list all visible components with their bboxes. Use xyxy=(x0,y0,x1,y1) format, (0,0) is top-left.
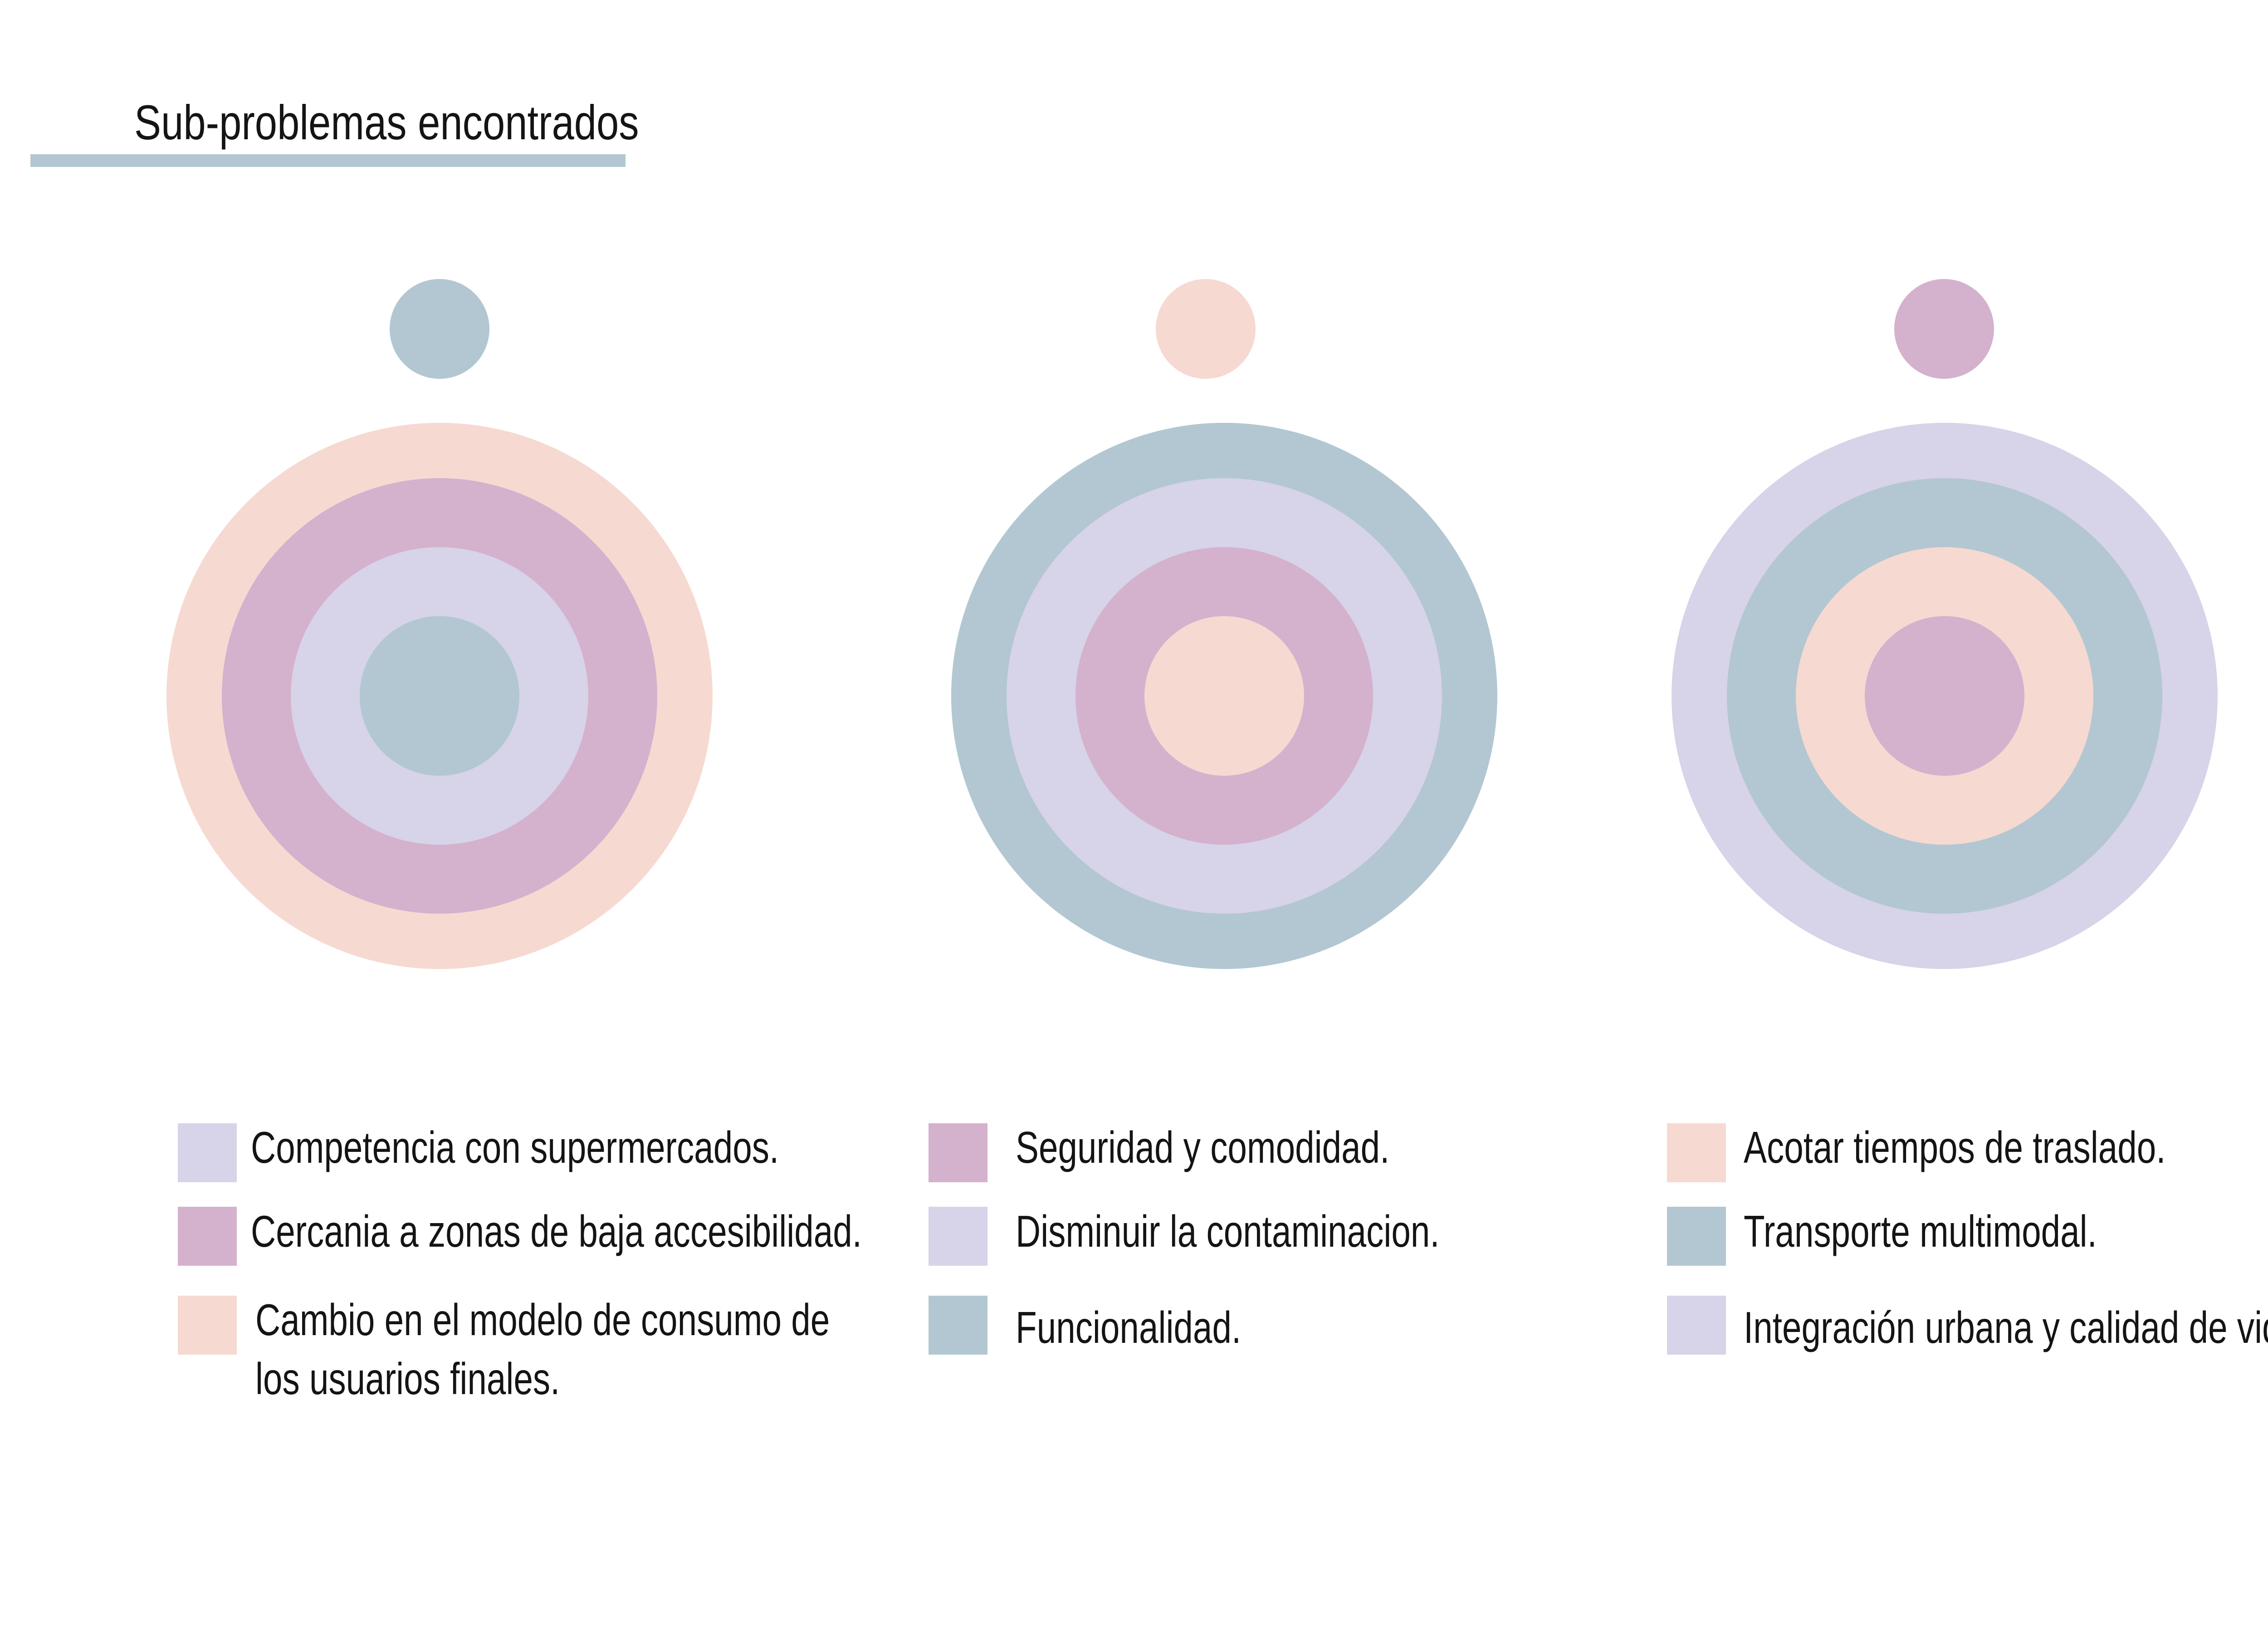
ring-2-core xyxy=(1144,616,1304,776)
legend-label-3-2: Transporte multimodal. xyxy=(1744,1206,2097,1256)
legend-swatch-3-3 xyxy=(1667,1296,1726,1355)
legend-label-1-3-line-1: Cambio en el modelo de consumo de xyxy=(255,1295,830,1345)
legend-swatch-1-2 xyxy=(178,1207,237,1266)
legend-label-3-1: Acotar tiempos de traslado. xyxy=(1744,1122,2166,1172)
legend-swatch-1-3 xyxy=(178,1296,237,1355)
indicator-dot-2 xyxy=(1156,279,1256,379)
concentric-diagram-3 xyxy=(1672,423,2218,969)
legend-swatch-3-2 xyxy=(1667,1207,1726,1266)
concentric-diagram-1 xyxy=(166,423,713,969)
title-underline xyxy=(30,154,626,167)
legend-swatch-1-1 xyxy=(178,1123,237,1182)
legend-swatch-2-2 xyxy=(929,1207,987,1266)
ring-3-core xyxy=(1865,616,2024,776)
page-title: Sub-problemas encontrados xyxy=(134,95,639,150)
legend-label-2-2: Disminuir la contaminacion. xyxy=(1016,1206,1440,1256)
legend-label-1-2: Cercania a zonas de baja accesibilidad. xyxy=(251,1206,862,1256)
legend-label-2-1: Seguridad y comodidad. xyxy=(1016,1122,1390,1172)
indicator-dot-1 xyxy=(390,279,489,379)
ring-1-core xyxy=(360,616,519,776)
legend-label-3-3: Integración urbana y calidad de vida xyxy=(1744,1302,2268,1352)
legend-swatch-2-3 xyxy=(929,1296,987,1355)
legend-label-1-3-line-2: los usuarios finales. xyxy=(255,1354,560,1404)
concentric-diagram-2 xyxy=(951,423,1497,969)
legend-label-1-1: Competencia con supermercados. xyxy=(251,1122,779,1172)
indicator-dot-3 xyxy=(1894,279,1994,379)
legend-label-2-3: Funcionalidad. xyxy=(1016,1302,1242,1352)
legend-swatch-2-1 xyxy=(929,1123,987,1182)
legend-swatch-3-1 xyxy=(1667,1123,1726,1182)
